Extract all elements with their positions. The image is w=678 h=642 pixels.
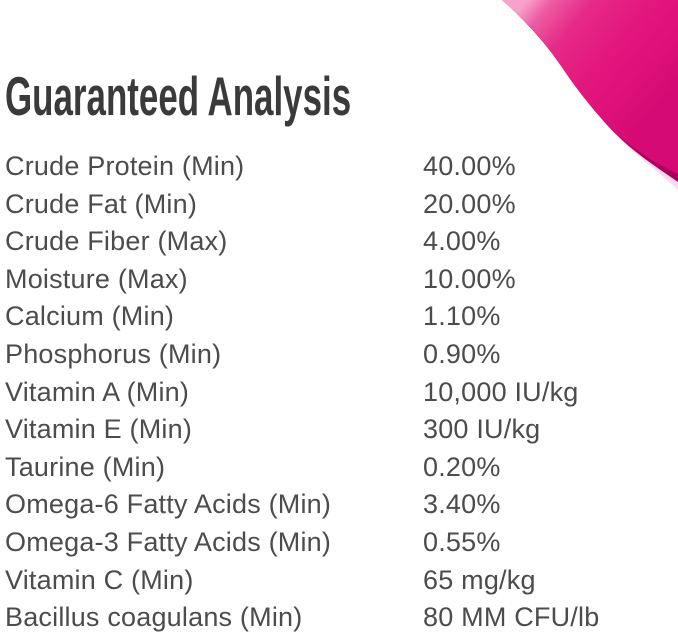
table-row: Vitamin C (Min) 65 mg/kg	[5, 562, 678, 600]
table-row: Moisture (Max) 10.00%	[5, 261, 678, 299]
table-row: Omega-3 Fatty Acids (Min) 0.55%	[5, 524, 678, 562]
nutrient-value: 65 mg/kg	[423, 564, 536, 595]
table-row: Bacillus coagulans (Min) 80 MM CFU/lb	[5, 599, 678, 637]
nutrient-value: 0.90%	[423, 338, 501, 369]
analysis-table: Crude Protein (Min) 40.00% Crude Fat (Mi…	[5, 148, 678, 637]
table-row: Taurine (Min) 0.20%	[5, 449, 678, 487]
nutrient-label: Bacillus coagulans (Min)	[5, 602, 303, 633]
nutrient-label: Taurine (Min)	[5, 451, 166, 482]
nutrient-label: Crude Fiber (Max)	[5, 226, 228, 257]
nutrient-label: Crude Fat (Min)	[5, 188, 198, 219]
table-row: Crude Fiber (Max) 4.00%	[5, 223, 678, 261]
table-row: Crude Fat (Min) 20.00%	[5, 186, 678, 224]
nutrient-value: 80 MM CFU/lb	[423, 602, 600, 633]
nutrient-value: 0.55%	[423, 526, 501, 557]
table-row: Phosphorus (Min) 0.90%	[5, 336, 678, 374]
swoosh-main	[502, 0, 678, 174]
nutrient-value: 20.00%	[423, 188, 516, 219]
nutrient-value: 300 IU/kg	[423, 414, 541, 445]
nutrient-label: Calcium (Min)	[5, 301, 175, 332]
nutrient-value: 3.40%	[423, 489, 501, 520]
table-row: Omega-6 Fatty Acids (Min) 3.40%	[5, 486, 678, 524]
nutrient-label: Vitamin C (Min)	[5, 564, 194, 595]
nutrient-label: Omega-6 Fatty Acids (Min)	[5, 489, 332, 520]
nutrient-label: Omega-3 Fatty Acids (Min)	[5, 526, 332, 557]
nutrient-label: Vitamin E (Min)	[5, 414, 193, 445]
table-row: Crude Protein (Min) 40.00%	[5, 148, 678, 186]
nutrient-label: Vitamin A (Min)	[5, 376, 190, 407]
table-row: Vitamin A (Min) 10,000 IU/kg	[5, 374, 678, 412]
nutrient-value: 0.20%	[423, 451, 501, 482]
nutrient-value: 1.10%	[423, 301, 501, 332]
pink-corner-swoosh-icon	[502, 0, 678, 190]
nutrient-label: Crude Protein (Min)	[5, 151, 245, 181]
nutrient-label: Moisture (Max)	[5, 263, 188, 294]
table-row: Vitamin E (Min) 300 IU/kg	[5, 411, 678, 449]
nutrient-value: 40.00%	[423, 151, 516, 181]
nutrient-value: 10.00%	[423, 263, 516, 294]
table-row: Calcium (Min) 1.10%	[5, 298, 678, 336]
page-title: Guaranteed Analysis	[5, 65, 352, 127]
nutrient-value: 4.00%	[423, 226, 501, 257]
nutrient-label: Phosphorus (Min)	[5, 338, 222, 369]
nutrient-value: 10,000 IU/kg	[423, 376, 579, 407]
